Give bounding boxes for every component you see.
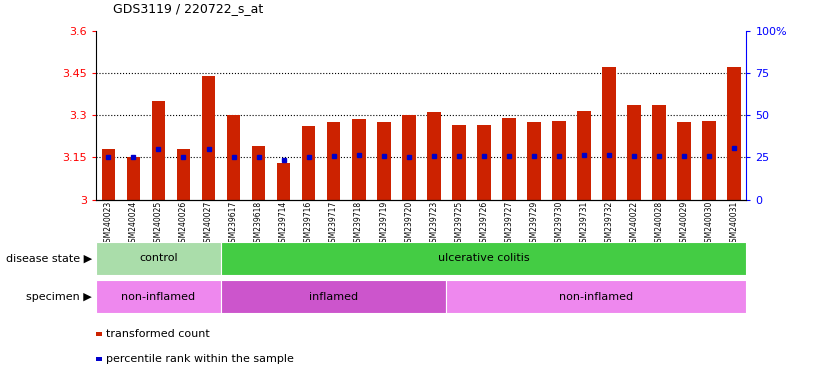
Text: non-inflamed: non-inflamed xyxy=(122,291,195,302)
Bar xyxy=(527,122,540,200)
Bar xyxy=(327,122,340,200)
Bar xyxy=(602,67,615,200)
Bar xyxy=(96,242,221,275)
Bar xyxy=(446,280,746,313)
Text: GDS3119 / 220722_s_at: GDS3119 / 220722_s_at xyxy=(113,2,263,15)
Bar xyxy=(702,121,716,200)
Bar xyxy=(427,113,440,200)
Bar xyxy=(402,115,415,200)
Text: transformed count: transformed count xyxy=(106,329,209,339)
Text: inflamed: inflamed xyxy=(309,291,358,302)
Bar xyxy=(177,149,190,200)
Bar xyxy=(227,115,240,200)
Bar xyxy=(677,122,691,200)
Bar xyxy=(152,101,165,200)
Text: specimen ▶: specimen ▶ xyxy=(26,291,92,302)
Text: control: control xyxy=(139,253,178,263)
Bar xyxy=(96,280,221,313)
Bar xyxy=(221,242,746,275)
Bar xyxy=(552,121,565,200)
Bar xyxy=(277,163,290,200)
Bar xyxy=(627,105,641,200)
Bar xyxy=(102,149,115,200)
Bar xyxy=(477,125,490,200)
Bar xyxy=(302,126,315,200)
Bar xyxy=(727,67,741,200)
Bar xyxy=(252,146,265,200)
Text: percentile rank within the sample: percentile rank within the sample xyxy=(106,354,294,364)
Bar xyxy=(221,280,446,313)
Text: disease state ▶: disease state ▶ xyxy=(6,253,92,263)
Bar xyxy=(502,118,515,200)
Text: ulcerative colitis: ulcerative colitis xyxy=(438,253,530,263)
Bar xyxy=(352,119,365,200)
Bar xyxy=(127,157,140,200)
Bar xyxy=(452,125,465,200)
Bar xyxy=(202,76,215,200)
Bar xyxy=(577,111,590,200)
Text: non-inflamed: non-inflamed xyxy=(560,291,633,302)
Bar xyxy=(652,105,666,200)
Bar xyxy=(377,122,390,200)
